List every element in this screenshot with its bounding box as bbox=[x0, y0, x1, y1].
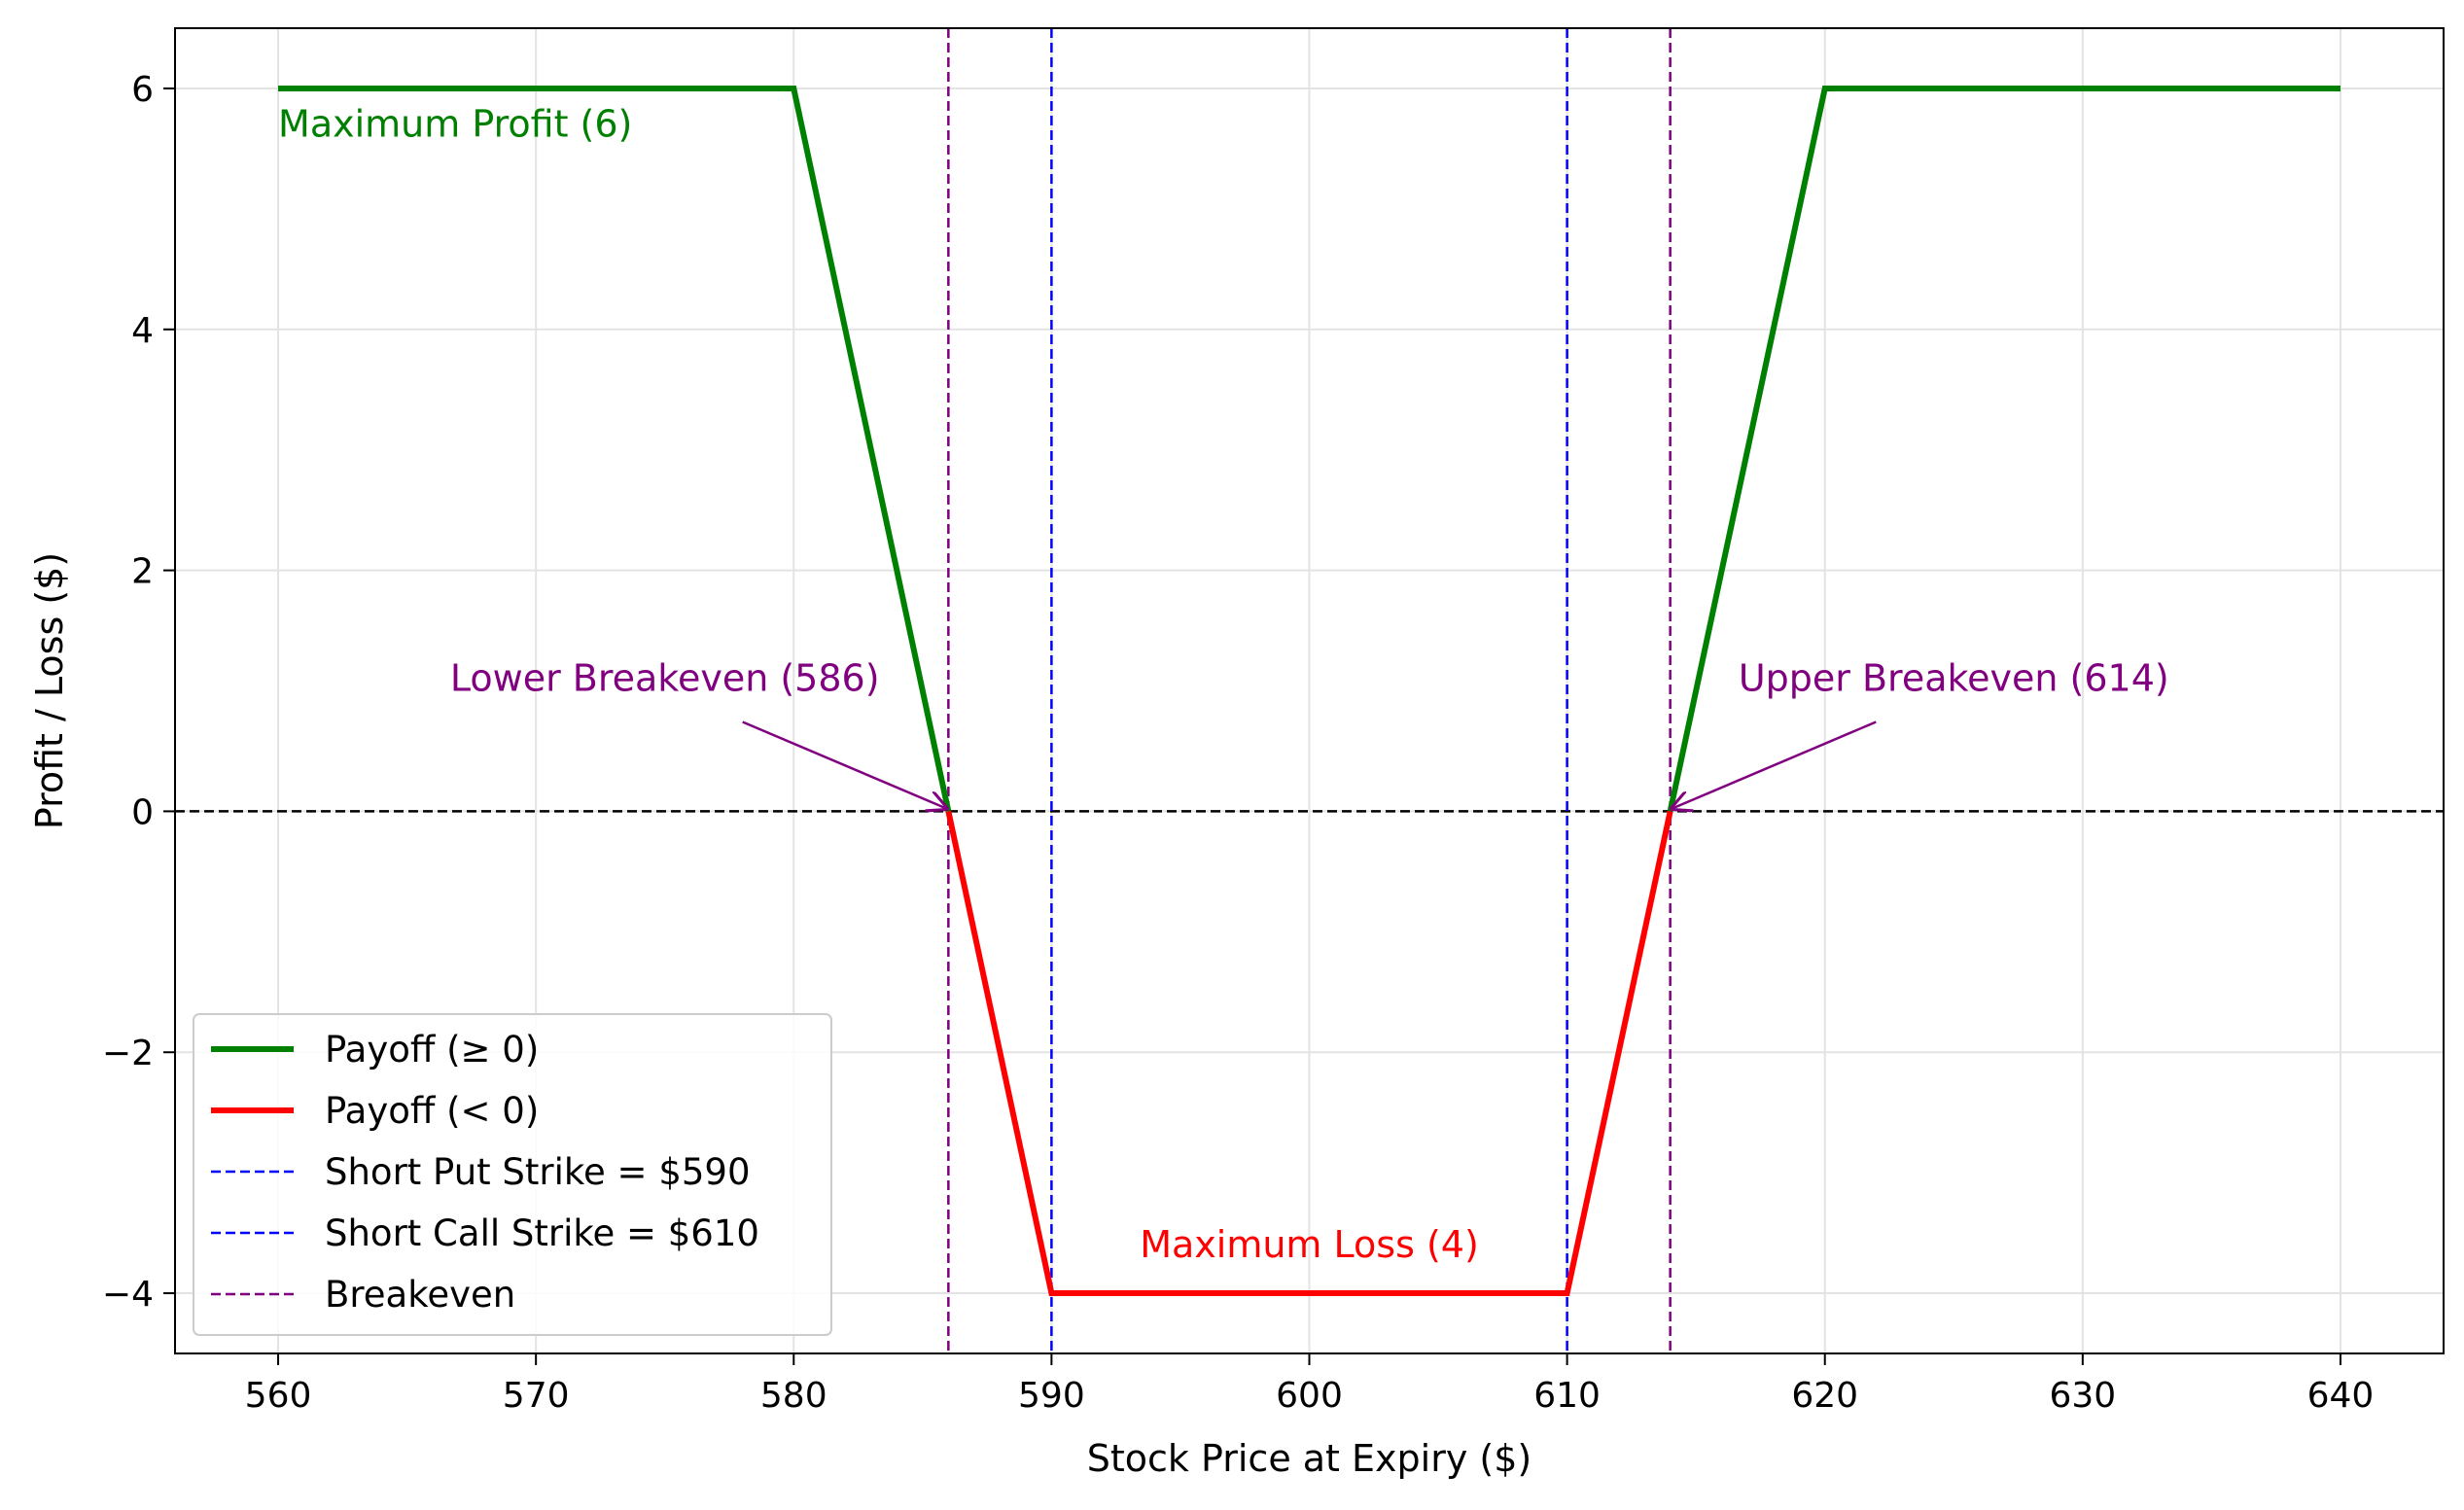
annotation-arrow bbox=[1671, 720, 1877, 810]
x-tick-label: 560 bbox=[245, 1376, 312, 1416]
x-tick-label: 640 bbox=[2307, 1376, 2375, 1416]
x-tick-label: 580 bbox=[760, 1376, 827, 1416]
reference-lines-layer bbox=[175, 28, 2444, 1353]
x-tick-label: 600 bbox=[1276, 1376, 1343, 1416]
payoff-profit-line bbox=[1667, 85, 2341, 813]
y-tick-label: −2 bbox=[102, 1034, 154, 1073]
legend-label: Payoff (≥ 0) bbox=[325, 1029, 539, 1071]
x-axis-label: Stock Price at Expiry ($) bbox=[1087, 1437, 1531, 1480]
legend-label: Breakeven bbox=[325, 1274, 515, 1316]
y-axis-label: Profit / Loss ($) bbox=[28, 552, 71, 829]
x-tick-label: 610 bbox=[1533, 1376, 1601, 1416]
annotation-label: Maximum Loss (4) bbox=[1140, 1223, 1479, 1266]
y-tick-label: 6 bbox=[131, 70, 154, 110]
tick-layer: 560 570 580 590 600 610 620 630 640 6 4 2 0 −2 −4 bbox=[102, 70, 2374, 1416]
legend-box bbox=[193, 1013, 832, 1336]
annotation-label: Lower Breakeven (586) bbox=[450, 657, 880, 700]
x-tick-label: 620 bbox=[1791, 1376, 1858, 1416]
x-tick-label: 570 bbox=[503, 1376, 570, 1416]
payoff-loss-line bbox=[945, 810, 1673, 1297]
payoff-profit-line bbox=[278, 85, 952, 813]
x-tick-label: 590 bbox=[1018, 1376, 1085, 1416]
legend: Payoff (≥ 0) Payoff (< 0) Short Put Strike… bbox=[193, 1013, 832, 1336]
y-tick-label: 2 bbox=[131, 552, 154, 592]
annotation-label: Maximum Profit (6) bbox=[278, 103, 632, 146]
annotation-label: Upper Breakeven (614) bbox=[1739, 657, 2169, 700]
y-tick-label: 4 bbox=[131, 311, 154, 351]
legend-label: Short Put Strike = $590 bbox=[325, 1151, 750, 1193]
y-tick-label: 0 bbox=[131, 792, 154, 832]
series-layer bbox=[278, 85, 2341, 1297]
legend-label: Payoff (< 0) bbox=[325, 1090, 539, 1132]
x-tick-label: 630 bbox=[2049, 1376, 2116, 1416]
legend-label: Short Call Strike = $610 bbox=[325, 1212, 759, 1254]
annotation-arrow bbox=[742, 720, 949, 810]
y-tick-label: −4 bbox=[102, 1275, 154, 1315]
annotation-layer: Maximum Profit (6) Maximum Loss (4) Lower … bbox=[278, 103, 2169, 1266]
